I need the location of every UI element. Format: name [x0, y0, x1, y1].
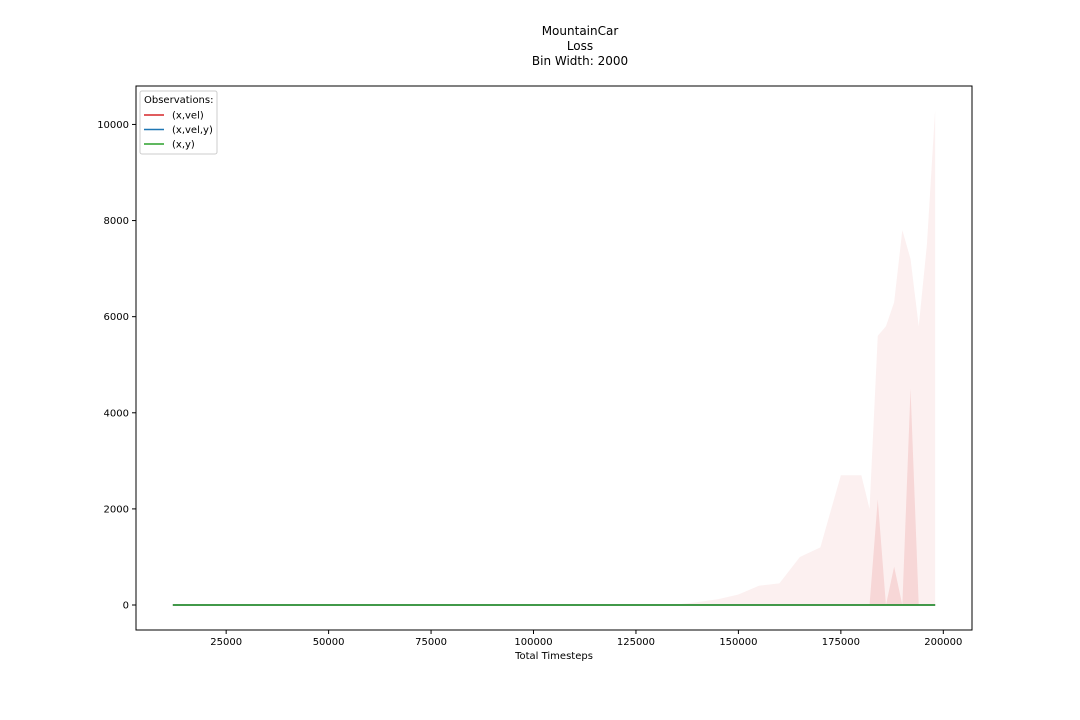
x-tick-label: 200000 — [924, 637, 962, 648]
y-axis-ticks: 0 2000 4000 6000 8000 10000 — [97, 120, 136, 612]
legend-label: (x,vel,y) — [172, 125, 213, 136]
y-tick-label: 0 — [123, 601, 129, 612]
band-inner-(x,vel) — [869, 388, 919, 606]
legend-items: (x,vel) (x,vel,y) (x,y) — [144, 111, 213, 151]
confidence-bands — [172, 110, 936, 606]
legend: Observations: (x,vel) (x,vel,y) (x,y) — [139, 90, 218, 155]
chart-title-group: MountainCar Loss Bin Width: 2000 — [532, 24, 628, 68]
x-tick-label: 50000 — [313, 637, 345, 648]
plot-frame — [135, 85, 973, 631]
y-tick-label: 2000 — [104, 504, 129, 515]
y-tick-label: 10000 — [97, 120, 129, 131]
chart-title-line-3: Bin Width: 2000 — [532, 54, 628, 68]
legend-title: Observations: — [144, 95, 213, 106]
legend-box — [139, 90, 218, 155]
chart-title-line-2: Loss — [567, 39, 593, 53]
band-outer-(x,vel) — [172, 110, 936, 606]
x-axis-ticks: 25000 50000 75000 100000 125000 150000 175000 2… — [210, 630, 962, 648]
x-tick-label: 25000 — [210, 637, 242, 648]
x-axis-label: Total Timesteps — [514, 651, 593, 662]
x-tick-label: 175000 — [822, 637, 860, 648]
y-tick-label: 6000 — [104, 312, 129, 323]
legend-label: (x,y) — [172, 140, 195, 151]
x-tick-label: 75000 — [415, 637, 447, 648]
x-tick-label: 150000 — [719, 637, 757, 648]
chart-title-line-1: MountainCar — [542, 24, 619, 38]
x-tick-label: 100000 — [514, 637, 552, 648]
legend-label: (x,vel) — [172, 111, 204, 122]
y-tick-label: 4000 — [104, 408, 129, 419]
y-tick-label: 8000 — [104, 216, 129, 227]
x-tick-label: 125000 — [617, 637, 655, 648]
